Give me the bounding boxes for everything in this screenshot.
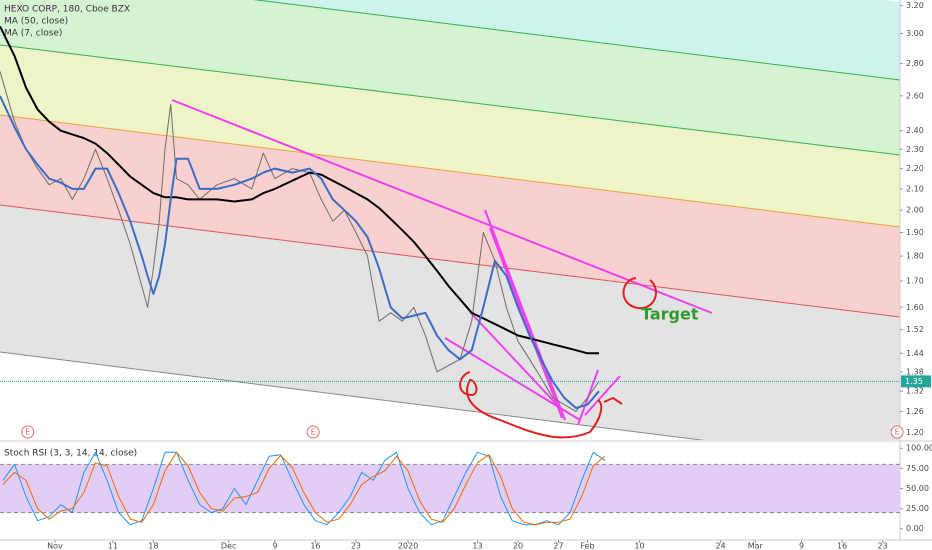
earnings-label: E xyxy=(311,428,316,437)
last-price-box xyxy=(901,375,931,388)
y-tick-label: 3.20 xyxy=(906,1,924,10)
earnings-label: E xyxy=(25,428,30,437)
y-tick-label: 1.44 xyxy=(906,349,924,358)
y-tick-label: 100.00 xyxy=(906,444,932,453)
x-tick-label: Feb xyxy=(580,542,594,550)
series-line xyxy=(0,95,600,409)
x-tick-label: 27 xyxy=(553,542,563,550)
y-tick-label: 2.80 xyxy=(906,59,924,68)
y-tick-label: 2.10 xyxy=(906,184,924,193)
y-tick-label: 0.00 xyxy=(906,524,924,533)
x-tick-label: Mar xyxy=(748,542,764,550)
y-tick-label: 3.00 xyxy=(906,29,924,38)
legend-title: HEXO CORP, 180, Cboe BZX xyxy=(4,5,130,15)
y-tick-label: 1.20 xyxy=(906,428,924,437)
trendlines xyxy=(171,99,713,426)
series-line xyxy=(2,451,606,526)
x-tick-label: 20 xyxy=(513,542,523,550)
y-tick-label: 50.00 xyxy=(906,484,929,493)
y-tick-label: 1.80 xyxy=(906,252,924,261)
y-tick-label: 1.70 xyxy=(906,276,924,285)
series-line xyxy=(0,25,599,355)
x-tick-label: 16 xyxy=(310,542,320,550)
y-tick-label: 1.52 xyxy=(906,325,924,334)
x-tick-label: 11 xyxy=(108,542,118,550)
hand-drawing xyxy=(459,277,657,439)
y-tick-label: 1.90 xyxy=(906,228,924,237)
earnings-marker xyxy=(890,425,904,439)
y-tick-label: 1.38 xyxy=(906,367,924,376)
y-tick-label: 1.32 xyxy=(906,387,924,396)
x-tick-label: Dec xyxy=(221,542,236,550)
x-tick-label: 9 xyxy=(799,542,804,550)
last-price-label: 1.35 xyxy=(905,377,923,386)
x-tick-label: 13 xyxy=(472,542,482,550)
legend-entry: MA (50, close) xyxy=(4,17,68,27)
x-tick-label: 9 xyxy=(272,542,277,550)
x-tick-label: Nov xyxy=(47,542,63,550)
earnings-marker xyxy=(21,425,35,439)
y-tick-label: 2.30 xyxy=(906,145,924,154)
x-tick-label: 23 xyxy=(878,542,888,550)
earnings-label: E xyxy=(895,428,900,437)
y-tick-label: 2.00 xyxy=(906,206,924,215)
x-tick-label: 24 xyxy=(715,542,725,550)
legend-entry: MA (7, close) xyxy=(4,29,62,39)
series-line xyxy=(2,451,606,526)
x-tick-label: 10 xyxy=(634,542,644,550)
y-tick-label: 75.00 xyxy=(906,464,929,473)
y-tick-label: 1.26 xyxy=(906,407,924,416)
y-tick-label: 1.60 xyxy=(906,303,924,312)
panel-title: Stoch RSI (3, 3, 14, 14, close) xyxy=(4,449,137,459)
x-tick-label: 23 xyxy=(351,542,361,550)
y-tick-label: 2.60 xyxy=(906,91,924,100)
y-tick-label: 2.40 xyxy=(906,126,924,135)
x-tick-label: 16 xyxy=(837,542,847,550)
y-tick-label: 25.00 xyxy=(906,504,929,513)
y-tick-label: 2.20 xyxy=(906,164,924,173)
x-tick-label: 18 xyxy=(148,542,158,550)
x-tick-label: 2020 xyxy=(398,542,418,550)
annotation: Target xyxy=(641,305,699,324)
earnings-marker xyxy=(306,425,320,439)
